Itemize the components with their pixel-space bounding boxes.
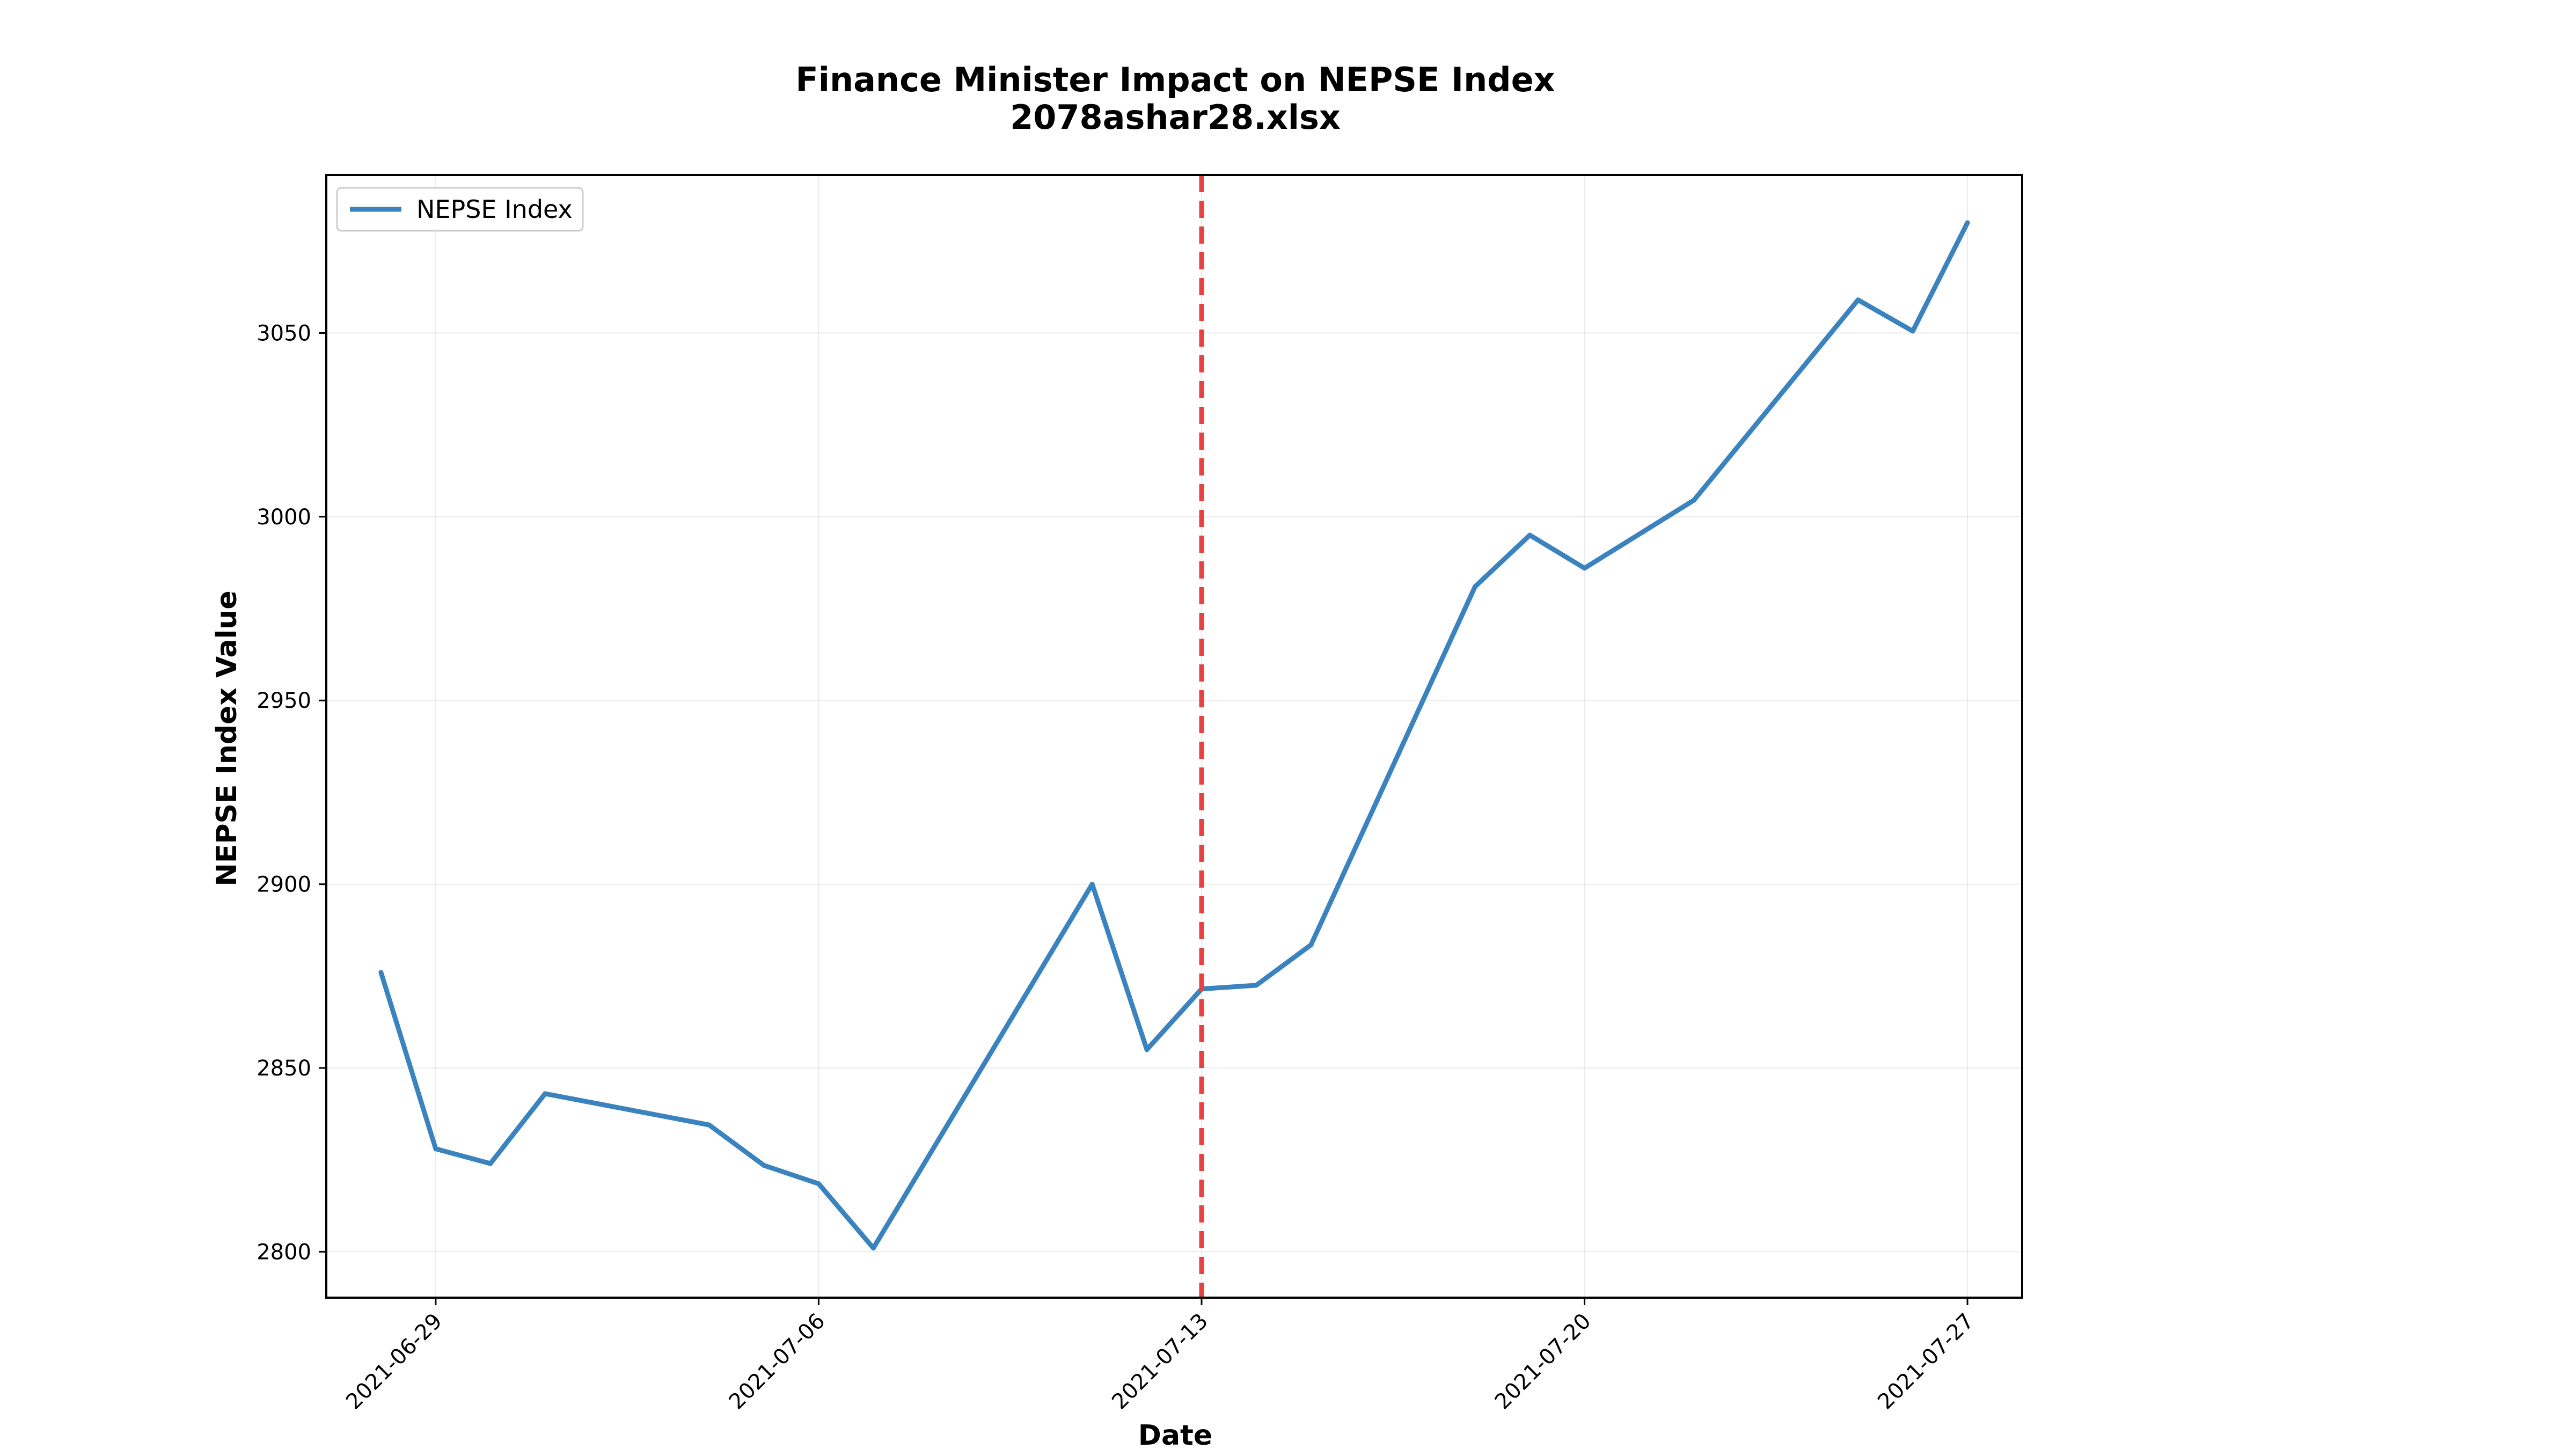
data-point: [1473, 584, 1478, 589]
x-tick-label: 2021-07-06: [724, 1309, 830, 1415]
data-point: [1910, 328, 1915, 334]
data-point: [816, 1181, 821, 1187]
data-point: [761, 1162, 766, 1168]
data-point: [1144, 1047, 1150, 1052]
grid-layer: [326, 175, 2022, 1298]
x-tick-label: 2021-07-20: [1490, 1309, 1596, 1415]
legend-label-nepse-index: NEPSE Index: [416, 195, 573, 224]
data-point: [1965, 220, 1970, 225]
y-tick-label: 3000: [257, 505, 311, 530]
legend: NEPSE Index: [336, 187, 584, 232]
data-point: [1582, 566, 1587, 571]
x-axis-ticks: 2021-06-29 2021-07-06 2021-07-13 2021-07-20…: [341, 1298, 1979, 1414]
data-point: [870, 1246, 876, 1251]
series-layer: [378, 220, 1970, 1251]
x-axis-label: Date: [1138, 1419, 1212, 1449]
y-tick-label: 2850: [257, 1056, 311, 1081]
y-tick-label: 2800: [257, 1240, 311, 1264]
data-point: [707, 1122, 712, 1128]
legend-box: [336, 187, 584, 232]
series-line-nepse-index: [378, 220, 1970, 1251]
x-tick-label: 2021-07-27: [1873, 1309, 1979, 1415]
data-point: [1254, 983, 1259, 988]
chart-subtitle: 2078ashar28.xlsx: [1010, 98, 1341, 137]
plot-frame: [325, 174, 2023, 1299]
y-axis-ticks: 2800 2850 2900 2950 3000 3050: [257, 321, 326, 1264]
data-point: [1308, 942, 1314, 948]
x-tick-label: 2021-06-29: [341, 1309, 447, 1415]
data-point: [543, 1091, 548, 1096]
data-point: [1855, 297, 1861, 303]
data-point: [1691, 497, 1696, 503]
x-tick-label: 2021-07-13: [1107, 1309, 1213, 1415]
chart-title: Finance Minister Impact on NEPSE Index: [795, 60, 1555, 99]
y-axis-label: NEPSE Index Value: [211, 590, 243, 886]
data-point: [488, 1161, 493, 1166]
y-tick-label: 2900: [257, 873, 311, 897]
data-point: [1089, 882, 1095, 887]
y-tick-label: 2950: [257, 689, 311, 713]
data-point: [378, 970, 384, 975]
data-point: [433, 1146, 438, 1152]
y-tick-label: 3050: [257, 321, 311, 346]
data-point: [1527, 532, 1533, 538]
